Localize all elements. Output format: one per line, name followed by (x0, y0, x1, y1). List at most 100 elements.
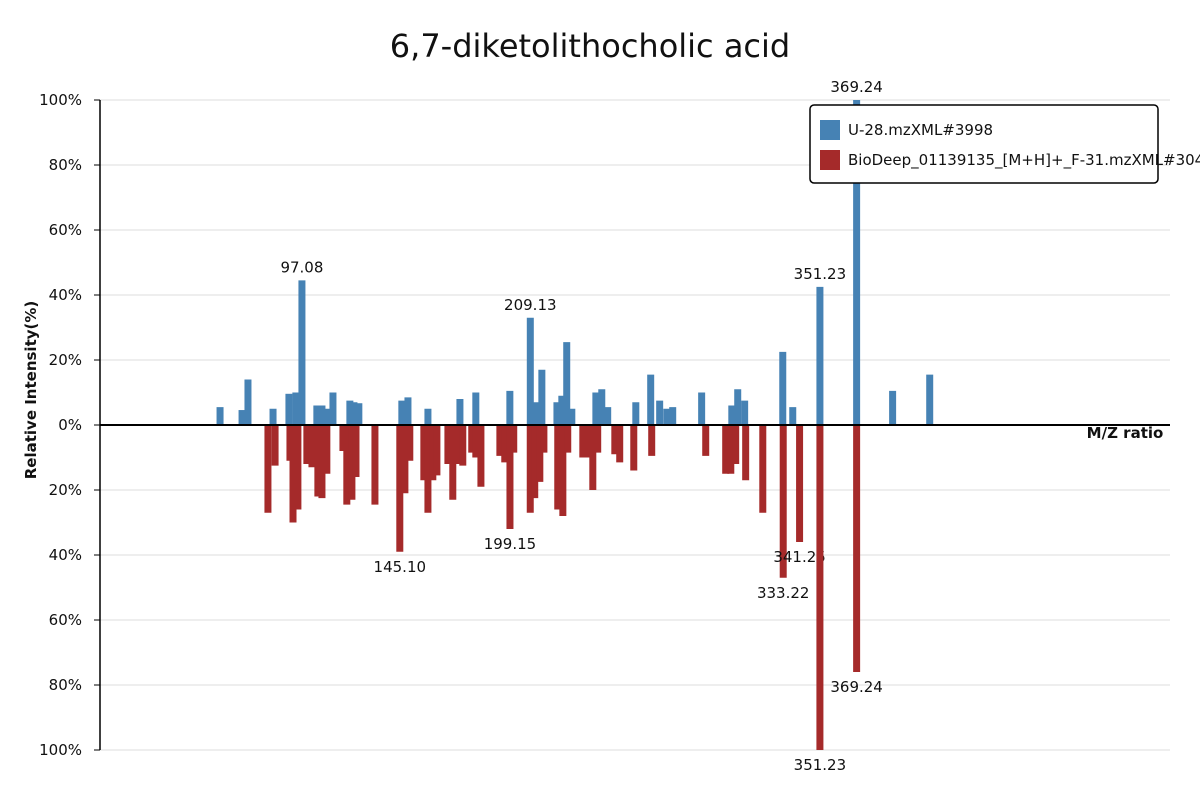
bar (292, 392, 300, 425)
bar (616, 425, 624, 463)
peak-label: 145.10 (374, 558, 427, 576)
bar (789, 407, 797, 425)
bar (346, 400, 354, 425)
bar (314, 425, 322, 497)
bar (669, 407, 677, 425)
y-tick-label: 80% (49, 156, 82, 174)
bar (371, 425, 379, 505)
bar (589, 425, 597, 490)
bar (648, 425, 656, 456)
bar (585, 425, 593, 458)
bar (563, 342, 571, 425)
bar (264, 425, 272, 513)
chart-title: 6,7-diketolithocholic acid (390, 27, 790, 65)
x-axis-label: M/Z ratio (1087, 424, 1164, 442)
bar (501, 425, 509, 463)
bar (244, 379, 252, 425)
bar (329, 392, 337, 425)
y-tick-label: 60% (49, 611, 82, 629)
bar (732, 425, 740, 464)
bar (611, 425, 619, 455)
bar (531, 425, 539, 499)
bar (406, 425, 414, 461)
bar (853, 425, 861, 672)
legend-swatch (820, 120, 840, 140)
bar (889, 390, 897, 425)
y-tick-label: 40% (49, 286, 82, 304)
peak-label: 351.23 (794, 265, 847, 283)
bar (559, 425, 567, 516)
bar (298, 280, 306, 425)
peak-label: 333.22 (757, 584, 810, 602)
bar (532, 402, 540, 425)
y-tick-label: 0% (58, 416, 82, 434)
bar (728, 405, 736, 425)
bar (456, 399, 464, 425)
bar (742, 425, 750, 481)
bar (604, 407, 612, 425)
bar (398, 400, 406, 425)
peak-label: 351.23 (794, 756, 847, 774)
bar (759, 425, 767, 513)
y-axis-label: Relative Intensity(%) (22, 301, 40, 480)
bar (526, 317, 534, 425)
bar (318, 425, 326, 499)
bar (401, 425, 409, 494)
bar (472, 392, 480, 425)
bar (510, 425, 518, 453)
bar (698, 392, 706, 425)
bar (449, 425, 457, 500)
bar (477, 425, 485, 487)
bar (540, 425, 548, 453)
bar (496, 425, 504, 456)
bar (339, 425, 347, 451)
legend-swatch (820, 150, 840, 170)
peak-label: 97.08 (280, 258, 323, 276)
bar (647, 374, 655, 425)
peak-label: 369.24 (830, 678, 883, 696)
bar (404, 397, 412, 425)
bar (348, 425, 356, 500)
bar (343, 425, 351, 505)
bar (216, 407, 224, 425)
bar (734, 389, 742, 425)
peak-label: 199.15 (484, 535, 537, 553)
bar (424, 408, 432, 425)
bar (538, 369, 546, 425)
bar (444, 425, 452, 464)
bar (468, 425, 476, 453)
y-tick-label: 80% (49, 676, 82, 694)
bar (592, 392, 600, 425)
bar (568, 408, 576, 425)
y-tick-label: 40% (49, 546, 82, 564)
bar (816, 286, 824, 425)
bar (506, 425, 514, 529)
bar (285, 393, 293, 425)
bar (308, 425, 316, 468)
legend-label: BioDeep_01139135_[M+H]+_F-31.mzXML#3047 (848, 151, 1200, 170)
bar (424, 425, 432, 513)
bar (796, 425, 804, 542)
bar (313, 405, 321, 425)
bar (433, 425, 441, 476)
bar (289, 425, 297, 523)
bar (459, 425, 467, 466)
bar (779, 425, 787, 578)
legend-box (809, 104, 1159, 184)
y-tick-label: 20% (49, 351, 82, 369)
bar (853, 100, 861, 425)
bar (271, 425, 279, 466)
bar (472, 425, 480, 458)
bar (238, 410, 246, 425)
peak-label: 341.25 (773, 548, 826, 566)
y-tick-label: 60% (49, 221, 82, 239)
bar (355, 403, 363, 425)
legend: U-28.mzXML#3998 BioDeep_01139135_[M+H]+_F… (809, 104, 1200, 184)
bar (722, 425, 730, 474)
bar (323, 425, 331, 474)
bar (926, 374, 934, 425)
bar (554, 425, 562, 510)
bar (420, 425, 428, 481)
bar (536, 425, 544, 482)
y-tick-label: 100% (39, 741, 82, 759)
